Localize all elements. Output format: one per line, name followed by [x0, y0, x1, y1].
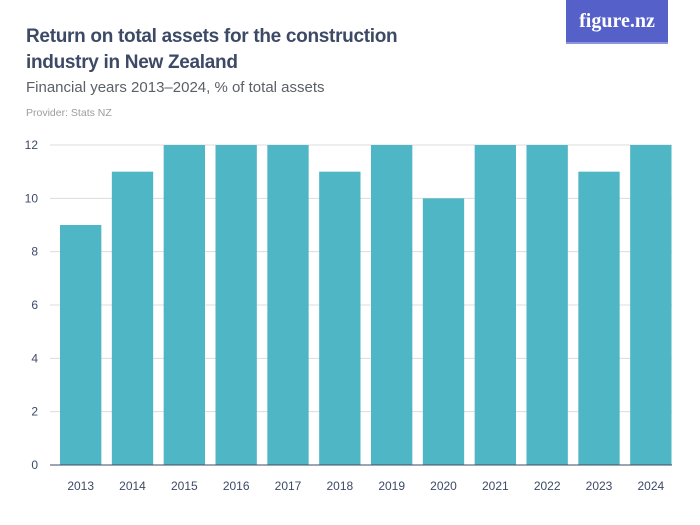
y-tick-label: 8: [31, 245, 38, 259]
bar: [371, 145, 413, 465]
chart-subtitle: Financial years 2013–2024, % of total as…: [26, 79, 325, 96]
y-tick-label: 2: [31, 405, 38, 419]
bar: [267, 145, 309, 465]
x-tick-label: 2018: [326, 479, 353, 493]
bar: [526, 145, 568, 465]
y-tick-label: 0: [31, 458, 38, 472]
bar: [630, 145, 672, 465]
x-tick-label: 2017: [275, 479, 302, 493]
y-tick-label: 12: [25, 138, 39, 152]
y-tick-label: 4: [31, 351, 38, 365]
bar: [111, 171, 154, 465]
x-tick-label: 2013: [67, 479, 94, 493]
bar: [163, 145, 205, 465]
bar: [578, 171, 620, 465]
bar: [60, 225, 102, 465]
y-tick-label: 10: [25, 191, 39, 205]
x-tick-label: 2021: [482, 479, 509, 493]
x-tick-label: 2019: [378, 479, 405, 493]
x-tick-label: 2024: [637, 479, 664, 493]
bar: [474, 145, 516, 465]
x-tick-label: 2014: [119, 479, 146, 493]
bar: [422, 198, 465, 466]
x-tick-label: 2020: [430, 479, 457, 493]
x-tick-label: 2023: [586, 479, 613, 493]
y-tick-label: 6: [31, 298, 38, 312]
x-tick-label: 2015: [171, 479, 198, 493]
bar: [319, 171, 361, 465]
chart-title: Return on total assets for the construct…: [26, 26, 398, 73]
x-tick-label: 2016: [223, 479, 250, 493]
provider-label: Provider: Stats NZ: [26, 107, 112, 119]
x-tick-label: 2022: [534, 479, 561, 493]
bar: [215, 145, 257, 465]
figure-nz-logo[interactable]: figure.nz: [566, 0, 668, 44]
